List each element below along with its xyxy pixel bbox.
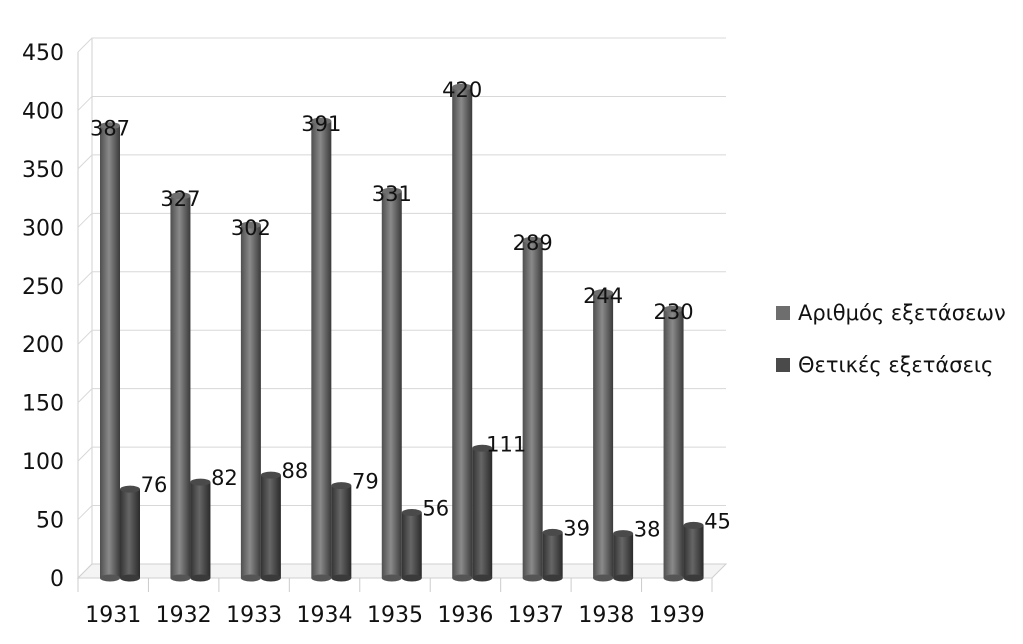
legend-label-series-1: Αριθμός εξετάσεων (798, 301, 1006, 325)
bar-series-2 (683, 521, 704, 582)
bar-series-1 (593, 289, 614, 582)
y-tick-label: 150 (22, 392, 64, 417)
data-label-series-1: 244 (583, 284, 623, 308)
bar-series-2 (190, 478, 211, 582)
x-tick-label: 1938 (578, 603, 634, 628)
y-tick-label: 100 (22, 450, 64, 475)
data-label-series-1: 289 (513, 231, 553, 255)
data-label-series-2: 79 (352, 470, 379, 494)
bars (100, 83, 704, 582)
data-label-series-1: 327 (160, 187, 200, 211)
y-tick-label: 400 (22, 99, 64, 124)
gridline (77, 505, 726, 520)
x-tick-label: 1937 (508, 603, 564, 628)
data-label-series-2: 111 (486, 432, 526, 456)
y-tick-label: 0 (50, 567, 64, 592)
bar-series-2 (401, 509, 422, 582)
x-tick-label: 1932 (156, 603, 212, 628)
data-label-series-2: 56 (422, 497, 449, 521)
y-axis-ticks: 0 50 100 150 200 250 300 350 400 450 (22, 41, 64, 592)
legend-item-series-2: Θετικές εξετάσεις (776, 352, 1006, 378)
data-label-series-1: 331 (372, 182, 412, 206)
y-tick-label: 50 (36, 509, 64, 534)
bar-series-1 (381, 187, 402, 582)
data-label-series-1: 387 (90, 117, 130, 141)
legend-swatch-series-1 (776, 306, 790, 320)
data-label-series-2: 38 (634, 518, 661, 542)
gridline (77, 37, 726, 53)
data-label-series-1: 230 (654, 300, 694, 324)
bar-series-2 (613, 530, 634, 582)
gridline (77, 154, 726, 170)
y-tick-label: 450 (22, 41, 64, 66)
bar-series-2 (331, 482, 352, 582)
y-tick-label: 200 (22, 333, 64, 358)
data-label-series-1: 391 (301, 112, 341, 136)
gridline (77, 388, 726, 404)
data-label-series-2: 82 (211, 466, 238, 490)
gridline (77, 329, 726, 345)
bar-series-1 (522, 236, 543, 582)
y-tick-label: 300 (22, 216, 64, 241)
gridline (77, 271, 726, 287)
legend-item-series-1: Αριθμός εξετάσεων (776, 300, 1006, 326)
bar-series-1 (100, 122, 120, 582)
x-axis-ticks: 1931 1932 1933 1934 1935 1936 1937 1938 1939 (85, 603, 705, 628)
bar-series-2 (120, 485, 140, 582)
x-tick-label: 1934 (297, 603, 353, 628)
data-label-series-2: 39 (563, 516, 590, 540)
bar-series-1 (170, 192, 191, 582)
legend-swatch-series-2 (776, 358, 790, 372)
data-labels: 387 76 327 82 302 88 391 79 331 56 420 111 289 39 244 3… (90, 78, 731, 542)
x-tick-label: 1933 (226, 603, 282, 628)
legend-label-series-2: Θετικές εξετάσεις (798, 353, 994, 377)
bar-series-2 (472, 444, 493, 582)
gridline (77, 212, 726, 228)
y-tick-label: 350 (22, 158, 64, 183)
x-tick-label: 1935 (367, 603, 423, 628)
x-tick-label: 1939 (649, 603, 705, 628)
data-label-series-2: 76 (141, 473, 168, 497)
bar-series-1 (663, 305, 684, 582)
bar-series-1 (311, 117, 332, 582)
y-tick-label: 250 (22, 275, 64, 300)
x-tick-label: 1931 (85, 603, 141, 628)
gridline (77, 95, 726, 111)
gridline (77, 446, 726, 462)
legend: Αριθμός εξετάσεων Θετικές εξετάσεις (776, 300, 1006, 404)
x-tick-label: 1936 (437, 603, 493, 628)
bar-series-2 (260, 471, 281, 582)
bar-series-2 (542, 528, 563, 582)
data-label-series-1: 302 (231, 216, 271, 240)
data-label-series-2: 88 (282, 459, 309, 483)
bar-series-1 (452, 83, 473, 582)
bar-series-1 (240, 221, 261, 582)
data-label-series-2: 45 (704, 509, 731, 533)
data-label-series-1: 420 (442, 78, 482, 102)
